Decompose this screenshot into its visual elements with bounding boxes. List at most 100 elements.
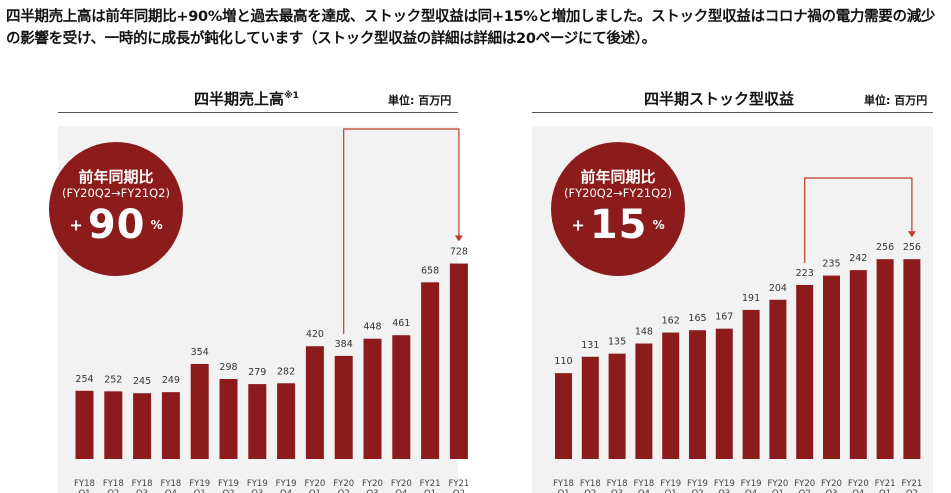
sales-chart-title-rule [58, 112, 458, 113]
stock-tick-label: FY20 [848, 479, 869, 489]
sales-data-label: 298 [219, 362, 237, 373]
stock-bar [689, 330, 706, 459]
stock-bar [635, 343, 653, 459]
sales-badge-number: 90 [87, 202, 146, 248]
sales-bar [421, 282, 440, 459]
stock-tick-label: Q2 [799, 489, 811, 493]
headline: 四半期売上高は前年同期比+90%増と過去最高を達成、ストック型収益は同+15%と… [6, 9, 936, 47]
stock-badge-value: + 15 % [551, 202, 685, 248]
stock-tick-label: Q4 [852, 489, 864, 493]
sales-data-label: 728 [450, 247, 468, 258]
stock-arrow-head [907, 231, 916, 238]
stock-bar [823, 275, 840, 459]
stock-data-label: 131 [581, 340, 599, 351]
sales-bar [363, 338, 382, 459]
stock-data-label: 167 [715, 312, 733, 323]
sales-tick-label: FY18 [132, 479, 153, 489]
stock-data-label: 162 [662, 316, 680, 327]
stock-tick-label: FY18 [580, 479, 601, 489]
stock-revenue-chart-panel: 四半期ストック型収益 単位: 百万円 前年同期比 (FY20Q2→FY21Q2)… [532, 88, 933, 493]
sales-bar [449, 263, 468, 459]
sales-tick-label: Q1 [424, 489, 436, 493]
stock-bar [555, 373, 572, 459]
stock-tick-label: Q2 [906, 489, 918, 493]
sales-bar [161, 392, 180, 459]
stock-comparison-arrow [804, 177, 913, 263]
sales-bar [305, 346, 324, 459]
sales-tick-label: FY19 [247, 479, 268, 489]
stock-badge-percent: % [652, 218, 665, 232]
sales-data-label: 658 [421, 265, 439, 276]
sales-chart-title-note: ※1 [284, 91, 300, 101]
stock-badge-label: 前年同期比 [580, 168, 656, 186]
stock-badge-period: (FY20Q2→FY21Q2) [564, 186, 672, 200]
sales-tick-label: Q3 [251, 489, 263, 493]
sales-tick-label: Q2 [453, 489, 465, 493]
stock-data-label: 242 [849, 253, 867, 264]
stock-bar [903, 259, 921, 459]
sales-bar [133, 393, 152, 459]
stock-bar [849, 270, 867, 459]
stock-tick-label: FY20 [767, 479, 788, 489]
sales-tick-label: FY20 [304, 479, 325, 489]
sales-tick-label: FY21 [420, 479, 441, 489]
sales-bar [248, 384, 267, 459]
stock-tick-label: FY21 [901, 479, 922, 489]
sales-bar [392, 335, 411, 459]
sales-badge-label: 前年同期比 [78, 168, 154, 186]
sales-data-label: 420 [306, 329, 324, 340]
sales-growth-badge: 前年同期比 (FY20Q2→FY21Q2) + 90 % [49, 142, 183, 276]
stock-bar [662, 332, 680, 459]
sales-data-label: 254 [75, 374, 93, 385]
stock-data-label: 204 [769, 283, 787, 294]
sales-tick-label: Q1 [194, 489, 206, 493]
sales-bar [190, 363, 209, 459]
sales-tick-label: Q2 [338, 489, 350, 493]
stock-chart-title-rule [532, 112, 933, 113]
stock-tick-label: FY18 [553, 479, 574, 489]
stock-tick-label: FY19 [741, 479, 762, 489]
sales-bar [334, 355, 353, 459]
stock-tick-label: FY20 [794, 479, 815, 489]
sales-chart-title: 四半期売上高※1 [194, 88, 299, 109]
sales-tick-label: Q1 [78, 489, 90, 493]
sales-tick-label: FY20 [362, 479, 383, 489]
stock-tick-label: Q1 [879, 489, 891, 493]
stock-tick-label: FY20 [821, 479, 842, 489]
stock-tick-label: FY18 [633, 479, 654, 489]
stock-tick-label: Q3 [825, 489, 837, 493]
sales-tick-label: Q4 [395, 489, 407, 493]
stock-tick-label: FY19 [714, 479, 735, 489]
stock-bar [876, 259, 894, 459]
sales-tick-label: FY18 [103, 479, 124, 489]
sales-bar [75, 390, 94, 459]
stock-tick-label: FY19 [687, 479, 708, 489]
stock-data-label: 148 [635, 326, 653, 337]
stock-bar [715, 328, 733, 459]
sales-tick-label: FY19 [276, 479, 297, 489]
stock-data-label: 165 [688, 313, 706, 324]
sales-chart-unit: 単位: 百万円 [388, 94, 452, 107]
sales-bar [277, 383, 296, 459]
sales-bar-chart: 254FY18Q1252FY18Q2245FY18Q3249FY18Q4354F… [74, 128, 469, 493]
stock-revenue-bar-chart: 110FY18Q1131FY18Q2135FY18Q3148FY18Q4162F… [553, 177, 922, 493]
sales-tick-label: FY18 [74, 479, 95, 489]
stock-tick-label: Q2 [584, 489, 596, 493]
stock-data-label: 110 [554, 356, 572, 367]
stock-data-label: 235 [822, 259, 840, 270]
stock-chart-unit: 単位: 百万円 [864, 94, 928, 107]
stock-badge-number: 15 [589, 202, 648, 248]
sales-data-label: 282 [277, 366, 295, 377]
sales-tick-label: FY20 [391, 479, 412, 489]
stock-tick-label: Q4 [745, 489, 757, 493]
stock-tick-label: Q3 [718, 489, 730, 493]
sales-arrow-head [454, 235, 463, 242]
sales-data-label: 354 [191, 347, 209, 358]
sales-tick-label: FY19 [218, 479, 239, 489]
sales-tick-label: Q4 [280, 489, 292, 493]
stock-data-label: 223 [796, 268, 814, 279]
sales-badge-value: + 90 % [49, 202, 183, 248]
stock-bar [769, 299, 787, 459]
sales-tick-label: FY21 [448, 479, 469, 489]
stock-tick-label: Q1 [665, 489, 677, 493]
